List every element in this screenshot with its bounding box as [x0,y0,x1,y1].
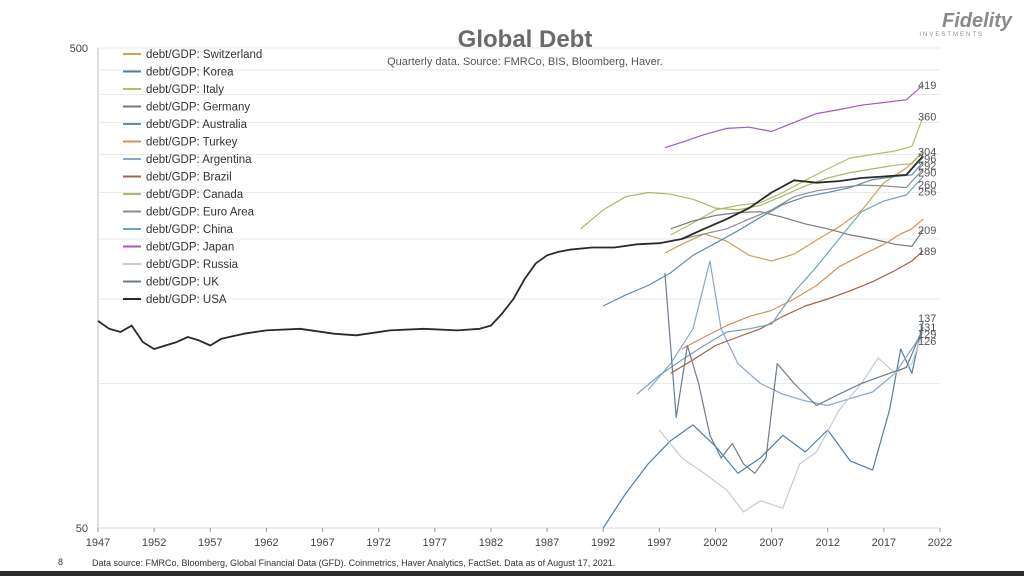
x-tick-label: 1987 [535,537,559,549]
end-value-label: 260 [918,179,936,191]
legend-label: debt/GDP: Australia [146,119,248,131]
legend-label: debt/GDP: Japan [146,242,234,254]
bottom-bar [0,571,1024,576]
x-tick-label: 2002 [703,537,727,549]
end-value-label: 137 [918,313,936,325]
end-value-label: 292 [918,161,936,173]
end-value-label: 131 [918,322,936,334]
series-line-debt-gdp-uk [664,272,924,474]
series-line-debt-gdp-usa [97,155,924,350]
axes: 50 500 1947 1952 1957 1962 1967 1972 1977 1982 198… [70,43,953,549]
end-value-label: 296 [918,154,936,166]
x-tick-label: 1947 [86,537,110,549]
fidelity-logo: Fidelity [941,10,1012,32]
series-line-debt-gdp-canada [580,150,924,230]
end-value-label: 360 [918,111,936,123]
legend-label: debt/GDP: USA [146,294,227,306]
series-line-debt-gdp-italy [670,116,924,236]
legend-label: debt/GDP: UK [146,277,219,289]
end-value-label: 304 [918,147,936,159]
y-tick-label: 500 [70,43,88,55]
y-tick-label: 50 [76,523,88,535]
page-number: 8 [58,557,64,567]
x-tick-label: 1997 [647,537,671,549]
legend-label: debt/GDP: Russia [146,259,239,271]
series-line-debt-gdp-euro-area [681,168,924,240]
series-line-debt-gdp-japan [664,84,924,149]
series-line-debt-gdp-brazil [670,250,924,374]
series-line-debt-gdp-korea [602,320,924,529]
series-lines [97,84,924,529]
x-tick-label: 1957 [198,537,222,549]
end-value-label: 290 [918,168,936,180]
data-source-note: Data source: FMRCo, Bloomberg, Global Fi… [92,558,616,568]
legend-label: debt/GDP: Germany [146,102,250,114]
end-value-label: 126 [918,336,936,348]
legend-label: debt/GDP: Canada [146,189,244,201]
x-tick-label: 2012 [815,537,839,549]
legend-label: debt/GDP: China [146,224,234,236]
series-line-debt-gdp-russia [658,330,924,513]
series-line-debt-gdp-china [636,176,924,395]
legend-label: debt/GDP: Brazil [146,172,232,184]
series-line-debt-gdp-turkey [681,218,924,350]
series-line-debt-gdp-germany [670,211,924,247]
end-value-label: 129 [918,329,936,341]
x-tick-label: 2007 [759,537,783,549]
series-line-debt-gdp-australia [602,161,924,307]
x-tick-label: 1967 [310,537,334,549]
fidelity-logo-sub: INVESTMENTS [919,32,984,38]
end-value-label: 256 [918,186,936,198]
x-tick-label: 1977 [423,537,447,549]
x-tick-label: 1992 [591,537,615,549]
legend-label: debt/GDP: Switzerland [146,49,262,61]
x-tick-label: 1952 [142,537,166,549]
x-tick-label: 1972 [366,537,390,549]
x-tick-label: 2022 [928,537,952,549]
end-value-label: 209 [918,225,936,237]
legend-label: debt/GDP: Argentina [146,154,252,166]
end-value-label: 419 [918,80,936,92]
legend-label: debt/GDP: Korea [146,67,234,79]
end-value-label: 189 [918,246,936,258]
legend-label: debt/GDP: Turkey [146,137,238,149]
x-tick-label: 1982 [479,537,503,549]
legend-label: debt/GDP: Euro Area [146,207,255,219]
x-tick-label: 1962 [254,537,278,549]
x-tick-label: 2017 [872,537,896,549]
series-line-debt-gdp-argentina [647,260,924,407]
chart-subtitle: Quarterly data. Source: FMRCo, BIS, Bloo… [387,56,663,68]
legend: debt/GDP: Switzerland debt/GDP: Korea debt… [123,49,262,306]
legend-label: debt/GDP: Italy [146,84,224,96]
chart-title: Global Debt [457,26,593,53]
